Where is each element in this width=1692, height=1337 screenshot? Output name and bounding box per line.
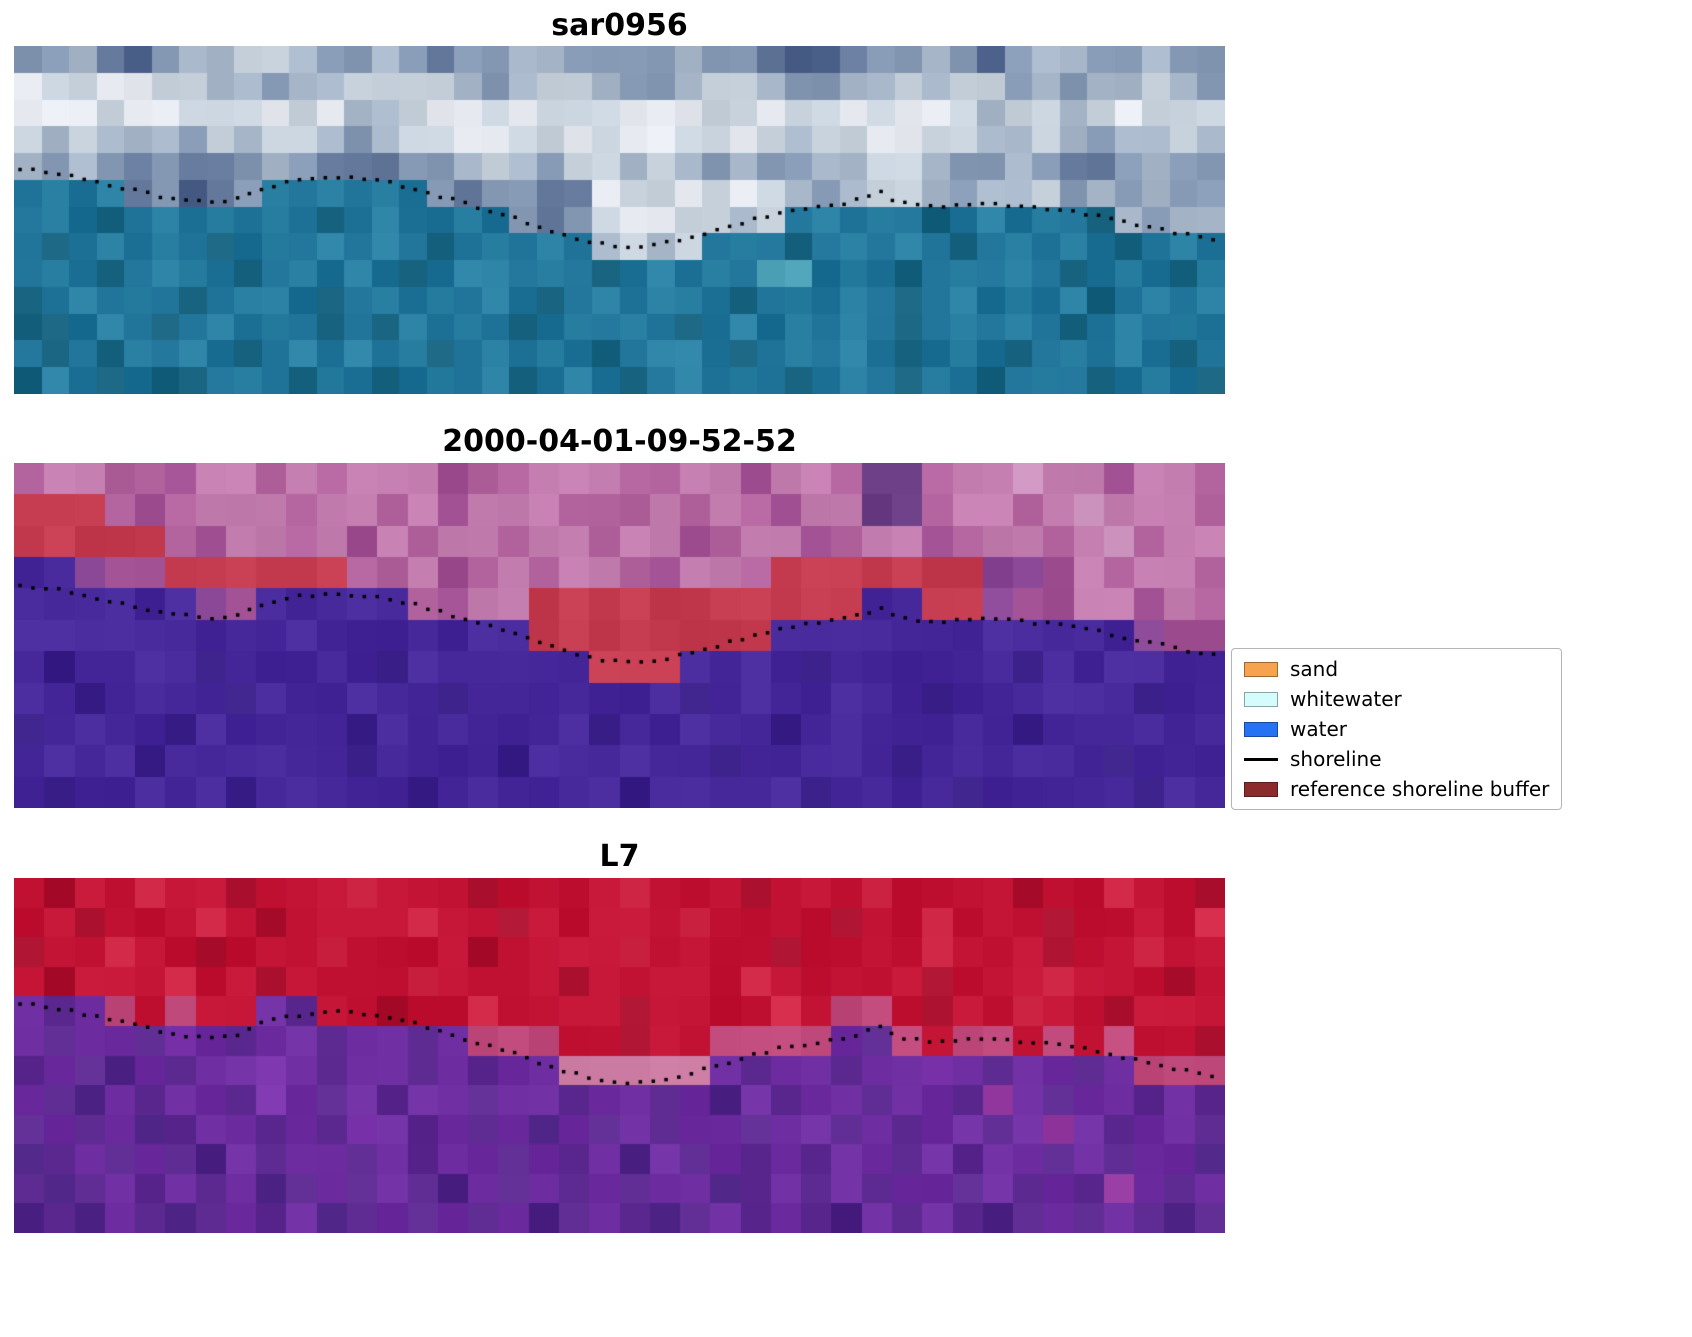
- legend-entry-whitewater: whitewater: [1244, 688, 1549, 710]
- legend-label: reference shoreline buffer: [1290, 777, 1550, 801]
- reference-buffer-swatch: [1244, 781, 1278, 797]
- sand-swatch: [1244, 661, 1278, 677]
- classified-image-panel: [14, 463, 1225, 808]
- legend-label: sand: [1290, 657, 1339, 681]
- legend-entry-shoreline: shoreline: [1244, 748, 1549, 770]
- panel-title-l7: L7: [599, 839, 640, 874]
- water-swatch: [1244, 721, 1278, 737]
- panel-title-sar0956: sar0956: [551, 8, 688, 43]
- legend-label: water: [1290, 717, 1347, 741]
- panel-title-classified: 2000-04-01-09-52-52: [442, 424, 797, 459]
- l7-image-panel: [14, 878, 1225, 1233]
- whitewater-swatch: [1244, 691, 1278, 707]
- legend-entry-water: water: [1244, 718, 1549, 740]
- legend-label: shoreline: [1290, 747, 1382, 771]
- sar-image-panel: [14, 46, 1225, 394]
- legend: sand whitewater water shoreline referenc…: [1231, 648, 1563, 810]
- legend-label: whitewater: [1290, 687, 1402, 711]
- shoreline-line-swatch: [1244, 757, 1278, 761]
- legend-entry-sand: sand: [1244, 658, 1549, 680]
- legend-entry-reference-buffer: reference shoreline buffer: [1244, 778, 1549, 800]
